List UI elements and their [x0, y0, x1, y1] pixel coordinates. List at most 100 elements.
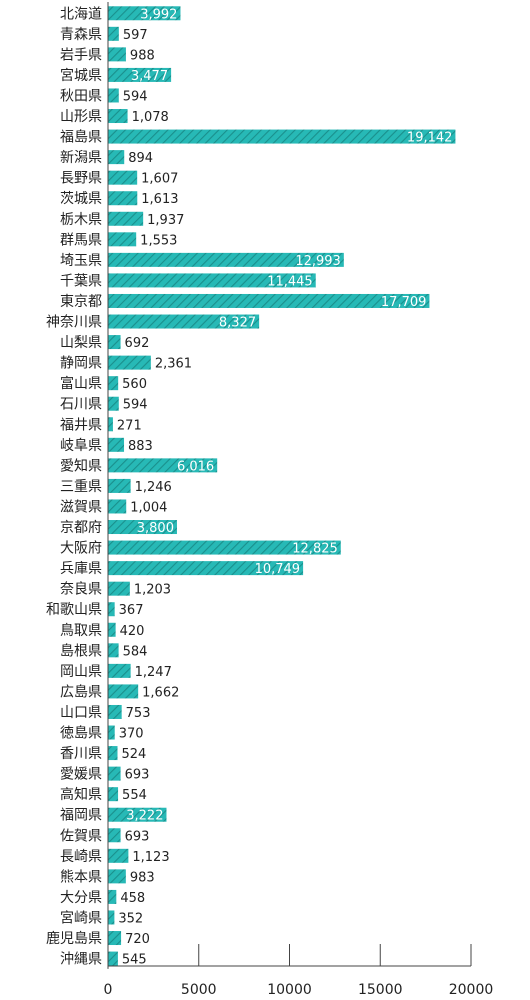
bar: [108, 396, 119, 411]
value-label: 753: [126, 706, 151, 721]
bar: [108, 766, 121, 781]
bar: [108, 910, 115, 925]
bar: [108, 293, 430, 308]
x-tick-label: 20000: [449, 982, 494, 998]
bar: [108, 561, 304, 576]
bar: [108, 663, 131, 678]
x-axis: 0 5000 10000 15000 20000: [104, 2, 494, 998]
value-label: 1,662: [142, 685, 179, 700]
value-label: 1,203: [134, 583, 171, 598]
bar: [108, 725, 115, 740]
value-label: 271: [117, 418, 142, 433]
category-label: 沖縄県: [60, 952, 102, 968]
category-label: 東京都: [60, 294, 102, 310]
bar: [108, 581, 130, 596]
bar: [108, 684, 139, 699]
bar: [108, 252, 344, 267]
category-label: 熊本県: [60, 869, 102, 885]
value-label: 8,327: [219, 316, 256, 331]
category-label: 石川県: [60, 397, 102, 413]
bar: [108, 170, 138, 185]
value-label: 10,749: [255, 562, 301, 577]
category-label: 滋賀県: [60, 499, 102, 515]
value-label: 3,222: [126, 809, 163, 824]
value-label: 19,142: [407, 131, 453, 146]
bar: [108, 828, 121, 843]
value-label: 3,477: [131, 69, 168, 84]
bar: [108, 889, 117, 904]
bar: [108, 520, 177, 535]
value-label: 352: [118, 911, 143, 926]
bar: [108, 335, 121, 350]
bar: [108, 191, 138, 206]
value-label: 367: [119, 603, 144, 618]
bar: [108, 602, 115, 617]
category-label: 青森県: [60, 27, 102, 43]
category-label: 島根県: [60, 643, 102, 659]
value-label: 1,607: [141, 172, 178, 187]
category-label: 佐賀県: [60, 828, 102, 844]
value-label: 693: [125, 768, 150, 783]
value-label: 370: [119, 727, 144, 742]
category-label: 神奈川県: [46, 315, 102, 331]
category-label: 大分県: [60, 890, 102, 906]
value-label: 560: [122, 377, 147, 392]
bar: [108, 478, 131, 493]
category-label: 埼玉県: [60, 253, 102, 269]
bar: [108, 417, 113, 432]
value-label: 554: [122, 788, 147, 803]
bar: [108, 88, 119, 103]
bar: [108, 458, 218, 473]
bar: [108, 376, 119, 391]
bar: [108, 314, 260, 329]
value-label: 693: [125, 829, 150, 844]
category-label: 岐阜県: [60, 437, 102, 454]
value-label: 524: [122, 747, 147, 762]
category-label: 福井県: [60, 417, 102, 433]
value-label: 983: [130, 870, 155, 885]
value-label: 720: [125, 932, 150, 947]
value-label: 6,016: [177, 459, 214, 474]
bar: [108, 746, 118, 761]
x-tick-label: 15000: [358, 982, 403, 998]
value-label: 1,937: [147, 213, 184, 228]
category-label: 山梨県: [60, 335, 102, 351]
x-tick-label: 0: [104, 982, 113, 998]
value-label: 420: [120, 624, 145, 639]
bar: [108, 129, 456, 144]
bar: [108, 869, 126, 884]
category-label: 兵庫県: [60, 560, 102, 577]
value-label: 1,246: [135, 480, 172, 495]
bar: [108, 150, 125, 165]
category-label: 和歌山県: [46, 602, 102, 618]
value-label: 12,825: [292, 542, 338, 557]
value-label: 17,709: [381, 295, 427, 310]
category-label: 栃木県: [60, 212, 102, 228]
value-label: 2,361: [155, 357, 192, 372]
value-label: 12,993: [295, 254, 341, 269]
value-label: 545: [122, 953, 147, 968]
category-label: 福岡県: [60, 808, 102, 824]
category-label: 愛知県: [60, 457, 102, 474]
category-label: 新潟県: [60, 150, 102, 166]
category-label: 奈良県: [60, 582, 102, 598]
value-label: 594: [123, 89, 148, 104]
x-tick-label: 5000: [181, 982, 217, 998]
bar: [108, 47, 126, 62]
category-label: 茨城県: [60, 191, 102, 207]
value-label: 597: [123, 28, 148, 43]
category-label: 静岡県: [60, 356, 102, 372]
bar: [108, 787, 119, 802]
category-label: 鹿児島県: [46, 930, 102, 947]
value-label: 1,004: [130, 500, 167, 515]
value-label: 1,613: [141, 192, 178, 207]
category-label: 山口県: [60, 705, 102, 721]
value-label: 894: [128, 151, 153, 166]
category-label: 福島県: [60, 130, 102, 146]
value-label: 1,247: [135, 665, 172, 680]
category-label: 岡山県: [60, 664, 102, 680]
bar: [108, 931, 122, 946]
value-label: 988: [130, 48, 155, 63]
category-label: 宮崎県: [60, 910, 102, 926]
